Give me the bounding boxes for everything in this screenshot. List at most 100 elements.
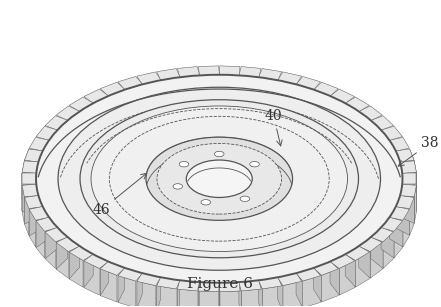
- Polygon shape: [314, 268, 321, 302]
- Polygon shape: [345, 97, 370, 111]
- Polygon shape: [321, 269, 338, 302]
- Ellipse shape: [36, 75, 403, 283]
- Polygon shape: [69, 97, 93, 111]
- Polygon shape: [22, 161, 24, 199]
- Polygon shape: [400, 161, 416, 173]
- Polygon shape: [345, 246, 370, 260]
- Polygon shape: [157, 68, 180, 80]
- Polygon shape: [100, 82, 125, 96]
- Polygon shape: [45, 116, 68, 130]
- Polygon shape: [389, 217, 403, 247]
- Polygon shape: [177, 289, 197, 307]
- Polygon shape: [330, 89, 355, 103]
- Polygon shape: [402, 173, 416, 185]
- Polygon shape: [100, 262, 125, 275]
- Text: 46: 46: [92, 173, 147, 217]
- Polygon shape: [330, 254, 355, 268]
- Polygon shape: [278, 277, 283, 307]
- Polygon shape: [381, 217, 403, 231]
- Polygon shape: [403, 209, 409, 247]
- Polygon shape: [22, 184, 38, 196]
- Polygon shape: [296, 76, 321, 90]
- Polygon shape: [69, 246, 79, 279]
- Polygon shape: [100, 262, 108, 296]
- Text: 40: 40: [265, 109, 283, 146]
- Polygon shape: [22, 173, 36, 185]
- Polygon shape: [219, 66, 240, 76]
- Polygon shape: [45, 227, 68, 242]
- Polygon shape: [36, 221, 45, 258]
- Text: Figure 6: Figure 6: [187, 277, 253, 291]
- Polygon shape: [402, 185, 416, 211]
- Polygon shape: [345, 254, 355, 287]
- Polygon shape: [157, 277, 180, 289]
- Polygon shape: [22, 161, 38, 173]
- Polygon shape: [239, 67, 261, 77]
- Polygon shape: [22, 185, 24, 223]
- Polygon shape: [118, 276, 136, 307]
- Polygon shape: [29, 209, 36, 247]
- Polygon shape: [198, 66, 220, 76]
- Polygon shape: [56, 243, 68, 278]
- Polygon shape: [389, 137, 409, 151]
- Polygon shape: [25, 196, 43, 208]
- Polygon shape: [402, 172, 416, 199]
- Polygon shape: [389, 207, 409, 220]
- Polygon shape: [198, 282, 199, 307]
- Polygon shape: [394, 221, 403, 258]
- Polygon shape: [339, 261, 355, 295]
- Polygon shape: [137, 273, 142, 307]
- Polygon shape: [383, 232, 393, 269]
- Ellipse shape: [179, 161, 189, 167]
- Polygon shape: [410, 149, 414, 187]
- Polygon shape: [36, 126, 57, 140]
- Polygon shape: [177, 280, 180, 307]
- Polygon shape: [22, 184, 36, 212]
- Polygon shape: [157, 277, 161, 307]
- Polygon shape: [36, 217, 57, 231]
- Polygon shape: [118, 268, 142, 281]
- Polygon shape: [296, 268, 321, 281]
- Polygon shape: [137, 72, 161, 84]
- Polygon shape: [25, 149, 43, 162]
- Polygon shape: [100, 269, 117, 302]
- Polygon shape: [258, 280, 262, 307]
- Ellipse shape: [250, 161, 259, 167]
- Polygon shape: [400, 184, 416, 196]
- Polygon shape: [414, 185, 416, 223]
- Polygon shape: [22, 173, 36, 200]
- Polygon shape: [359, 106, 382, 120]
- Polygon shape: [371, 116, 393, 130]
- Polygon shape: [118, 268, 125, 302]
- Polygon shape: [25, 197, 29, 235]
- Polygon shape: [283, 282, 302, 307]
- Polygon shape: [359, 246, 370, 278]
- Polygon shape: [396, 149, 414, 162]
- Polygon shape: [69, 246, 93, 260]
- Ellipse shape: [58, 87, 381, 270]
- Polygon shape: [359, 237, 382, 251]
- Polygon shape: [56, 237, 67, 269]
- Polygon shape: [147, 137, 292, 184]
- Ellipse shape: [146, 137, 292, 220]
- Ellipse shape: [157, 143, 281, 214]
- Polygon shape: [36, 217, 49, 248]
- Polygon shape: [29, 149, 43, 176]
- Polygon shape: [296, 273, 303, 307]
- Ellipse shape: [186, 160, 252, 197]
- Polygon shape: [219, 283, 220, 307]
- Polygon shape: [29, 137, 49, 151]
- Polygon shape: [400, 160, 414, 187]
- Polygon shape: [381, 126, 403, 140]
- Text: 38: 38: [398, 136, 439, 166]
- Polygon shape: [278, 72, 302, 84]
- Polygon shape: [381, 227, 394, 258]
- Polygon shape: [400, 196, 414, 223]
- Polygon shape: [219, 282, 240, 292]
- Polygon shape: [371, 227, 393, 242]
- Polygon shape: [25, 149, 29, 187]
- Polygon shape: [45, 227, 57, 259]
- Polygon shape: [220, 291, 240, 307]
- Ellipse shape: [214, 151, 224, 157]
- Polygon shape: [396, 207, 410, 235]
